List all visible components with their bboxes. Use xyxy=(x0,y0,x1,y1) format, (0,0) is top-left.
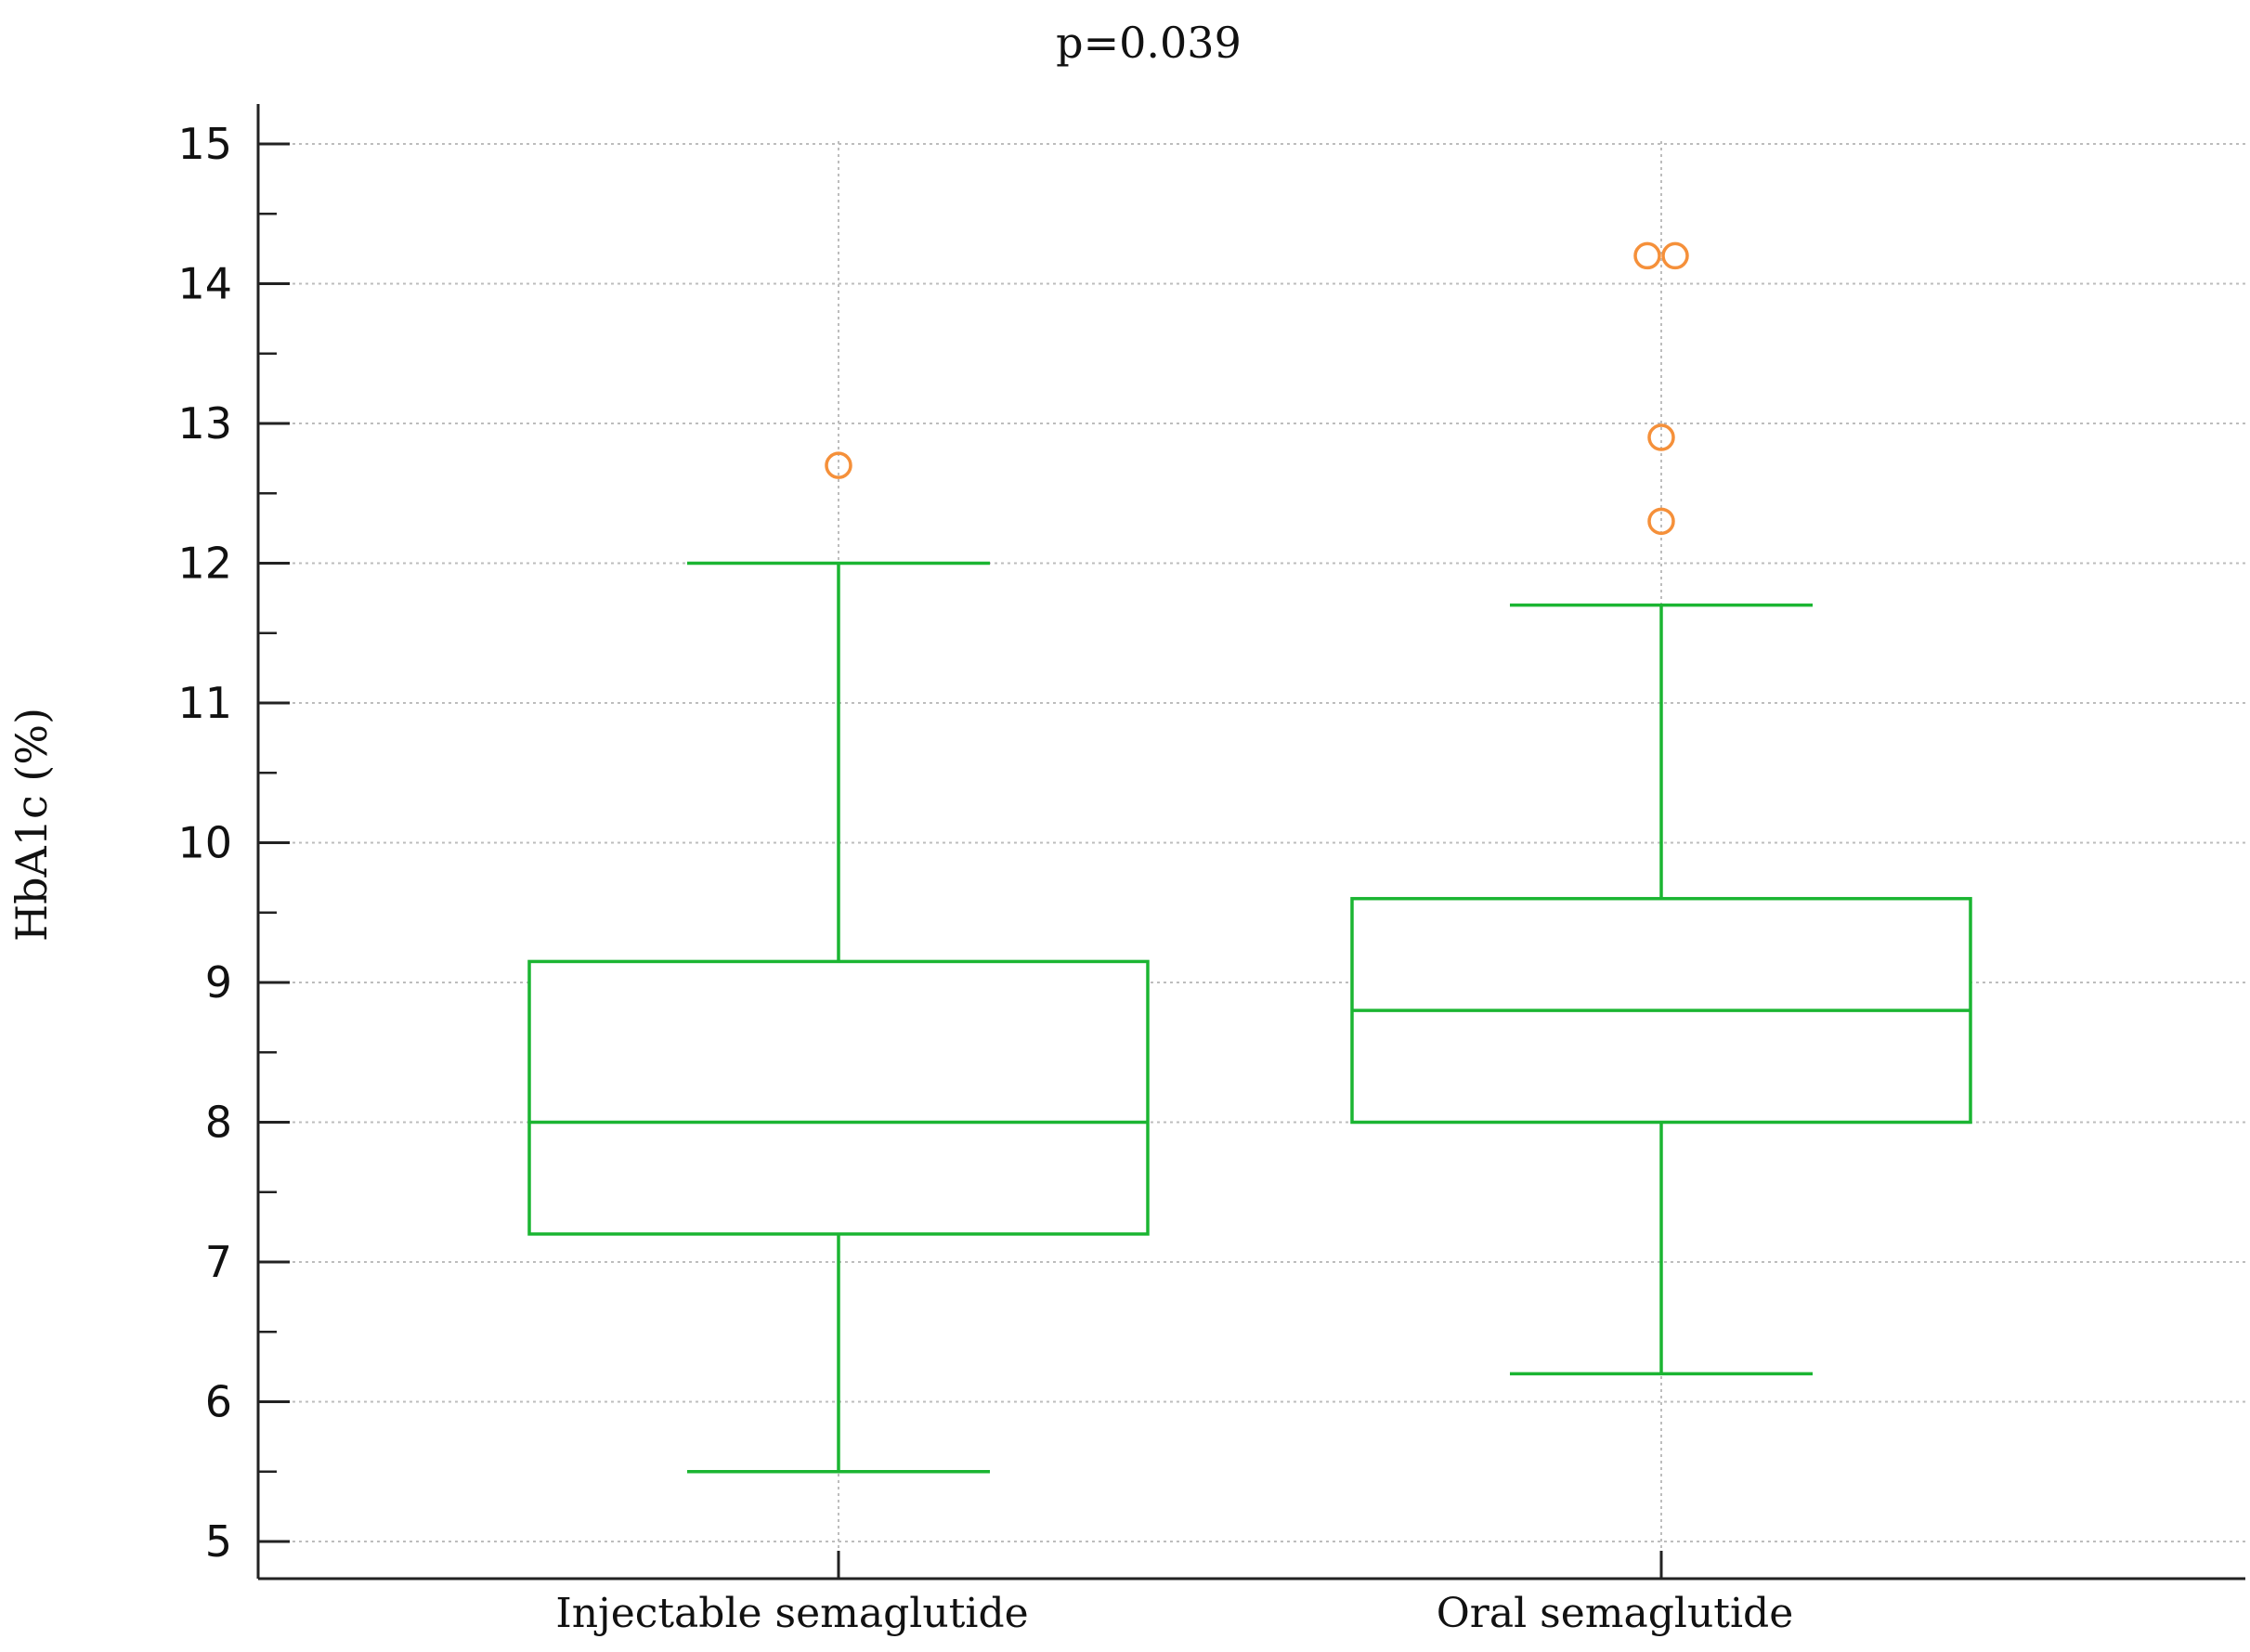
y-tick-label-12: 12 xyxy=(177,539,232,589)
outlier-point-2-4 xyxy=(1647,507,1675,536)
outlier-point-2-2 xyxy=(1661,241,1689,270)
y-tick-label-8: 8 xyxy=(205,1098,232,1148)
y-tick-label-14: 14 xyxy=(177,259,232,309)
box-layer xyxy=(527,561,1972,1474)
outlier-point-2-3 xyxy=(1647,423,1675,451)
y-tick-label-9: 9 xyxy=(205,957,232,1008)
y-tick-label-15: 15 xyxy=(177,119,232,169)
x-category-label-2: Oral semaglutide xyxy=(1437,1590,1794,1637)
y-tick-label-5: 5 xyxy=(205,1516,232,1567)
y-tick-label-10: 10 xyxy=(177,818,232,868)
y-axis-label: HbA1c (%) xyxy=(7,708,57,942)
outlier-layer xyxy=(825,241,1689,536)
axis-layer: 5 6 7 8 9 10 11 12 13 14 15 Injectable semaglutide O… xyxy=(177,104,2245,1637)
outlier-point-1-1 xyxy=(825,451,852,479)
y-tick-label-6: 6 xyxy=(205,1377,232,1427)
chart-title: p=0.039 xyxy=(1056,18,1242,68)
y-tick-label-13: 13 xyxy=(177,398,232,449)
iqr-box-1 xyxy=(527,959,1150,1236)
x-category-label-1: Injectable semaglutide xyxy=(555,1590,1028,1637)
y-tick-label-7: 7 xyxy=(205,1237,232,1287)
outlier-point-2-1 xyxy=(1633,241,1661,270)
grid-layer xyxy=(286,141,2245,1569)
y-tick-label-11: 11 xyxy=(177,678,232,728)
